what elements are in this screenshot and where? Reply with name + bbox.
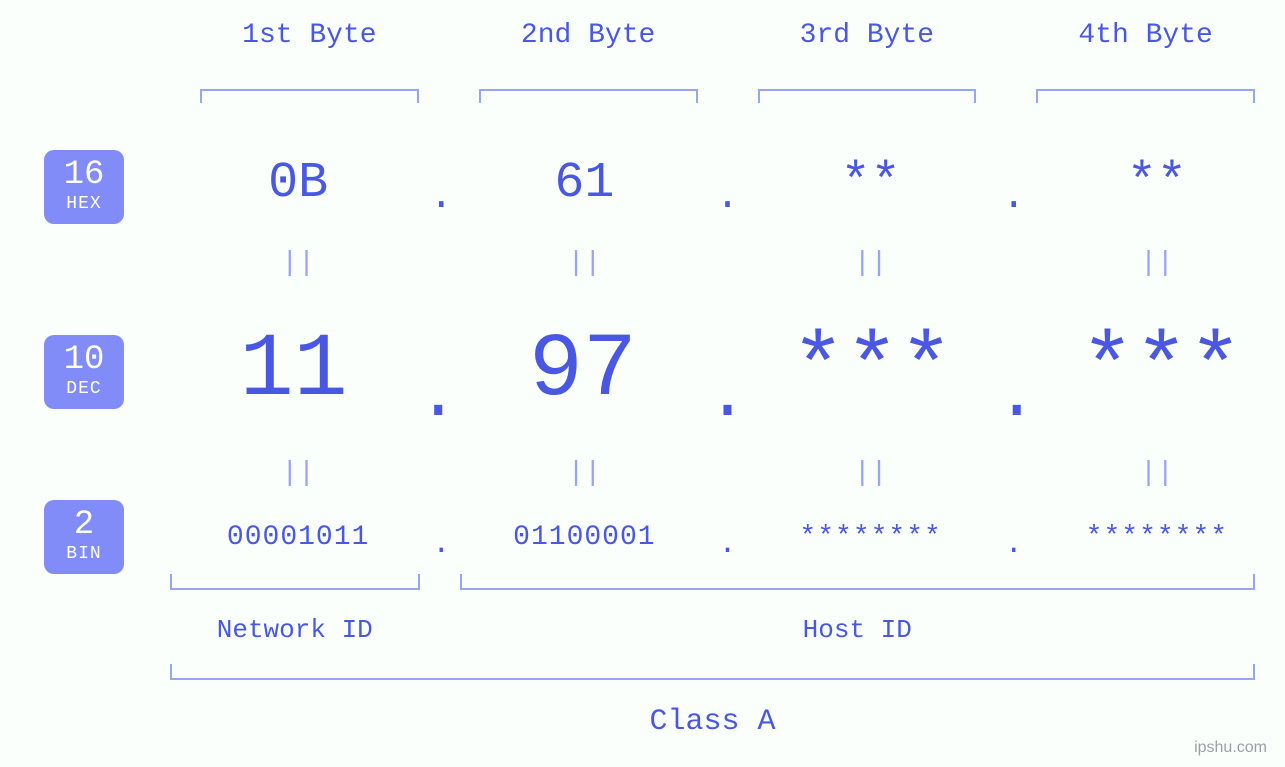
hex-row: 0B . 61 . ** . ** bbox=[0, 155, 1285, 212]
dec-byte-4: *** bbox=[1038, 320, 1285, 422]
net-host-labels: Network ID Host ID bbox=[170, 615, 1255, 645]
byte-bracket bbox=[1036, 75, 1255, 95]
spacer bbox=[426, 248, 456, 279]
credit-text: ipshu.com bbox=[1194, 739, 1267, 757]
hex-byte-3: ** bbox=[743, 155, 999, 212]
spacer bbox=[426, 458, 456, 489]
spacer bbox=[713, 458, 743, 489]
dot: . bbox=[706, 358, 748, 437]
equals-row-2: || || || || bbox=[0, 458, 1285, 489]
network-id-bracket bbox=[170, 588, 420, 618]
host-id-label: Host ID bbox=[460, 615, 1255, 645]
spacer bbox=[0, 458, 170, 489]
byte-header-3: 3rd Byte bbox=[728, 20, 1007, 51]
byte-bracket bbox=[758, 75, 977, 95]
equals-icon: || bbox=[743, 458, 999, 489]
byte-header-1: 1st Byte bbox=[170, 20, 449, 51]
dot: . bbox=[417, 358, 459, 437]
hex-byte-4: ** bbox=[1029, 155, 1285, 212]
dot: . bbox=[713, 528, 743, 562]
byte-header-4: 4th Byte bbox=[1006, 20, 1285, 51]
bin-byte-1: 00001011 bbox=[170, 522, 426, 553]
class-bracket bbox=[170, 678, 1255, 698]
byte-brackets-row bbox=[0, 75, 1285, 95]
dot: . bbox=[999, 528, 1029, 562]
equals-icon: || bbox=[1029, 248, 1285, 279]
bin-byte-2: 01100001 bbox=[456, 522, 712, 553]
equals-icon: || bbox=[170, 458, 426, 489]
bin-byte-4: ******** bbox=[1029, 522, 1285, 553]
net-host-brackets bbox=[170, 588, 1255, 618]
dot: . bbox=[426, 528, 456, 562]
bin-row: 00001011 . 01100001 . ******** . *******… bbox=[0, 520, 1285, 554]
dec-row: 11 . 97 . *** . *** bbox=[0, 320, 1285, 422]
dec-byte-3: *** bbox=[749, 320, 996, 422]
equals-icon: || bbox=[743, 248, 999, 279]
spacer bbox=[999, 248, 1029, 279]
byte-header-2: 2nd Byte bbox=[449, 20, 728, 51]
equals-icon: || bbox=[170, 248, 426, 279]
equals-row-1: || || || || bbox=[0, 248, 1285, 279]
dot: . bbox=[996, 358, 1038, 437]
hex-byte-2: 61 bbox=[456, 155, 712, 212]
dec-byte-1: 11 bbox=[170, 320, 417, 422]
spacer bbox=[0, 75, 170, 95]
class-label: Class A bbox=[170, 705, 1255, 739]
spacer bbox=[0, 248, 170, 279]
network-id-label: Network ID bbox=[170, 615, 420, 645]
dot: . bbox=[713, 175, 743, 220]
dec-byte-2: 97 bbox=[459, 320, 706, 422]
ip-diagram: 1st Byte 2nd Byte 3rd Byte 4th Byte 16 H… bbox=[0, 0, 1285, 767]
byte-headers-row: 1st Byte 2nd Byte 3rd Byte 4th Byte bbox=[0, 20, 1285, 51]
hex-byte-1: 0B bbox=[170, 155, 426, 212]
dot: . bbox=[426, 175, 456, 220]
dot: . bbox=[999, 175, 1029, 220]
bin-byte-3: ******** bbox=[743, 522, 999, 553]
spacer bbox=[999, 458, 1029, 489]
spacer bbox=[713, 248, 743, 279]
host-id-bracket bbox=[460, 588, 1255, 618]
equals-icon: || bbox=[456, 248, 712, 279]
spacer bbox=[0, 20, 170, 51]
byte-bracket bbox=[200, 75, 419, 95]
equals-icon: || bbox=[456, 458, 712, 489]
byte-bracket bbox=[479, 75, 698, 95]
equals-icon: || bbox=[1029, 458, 1285, 489]
